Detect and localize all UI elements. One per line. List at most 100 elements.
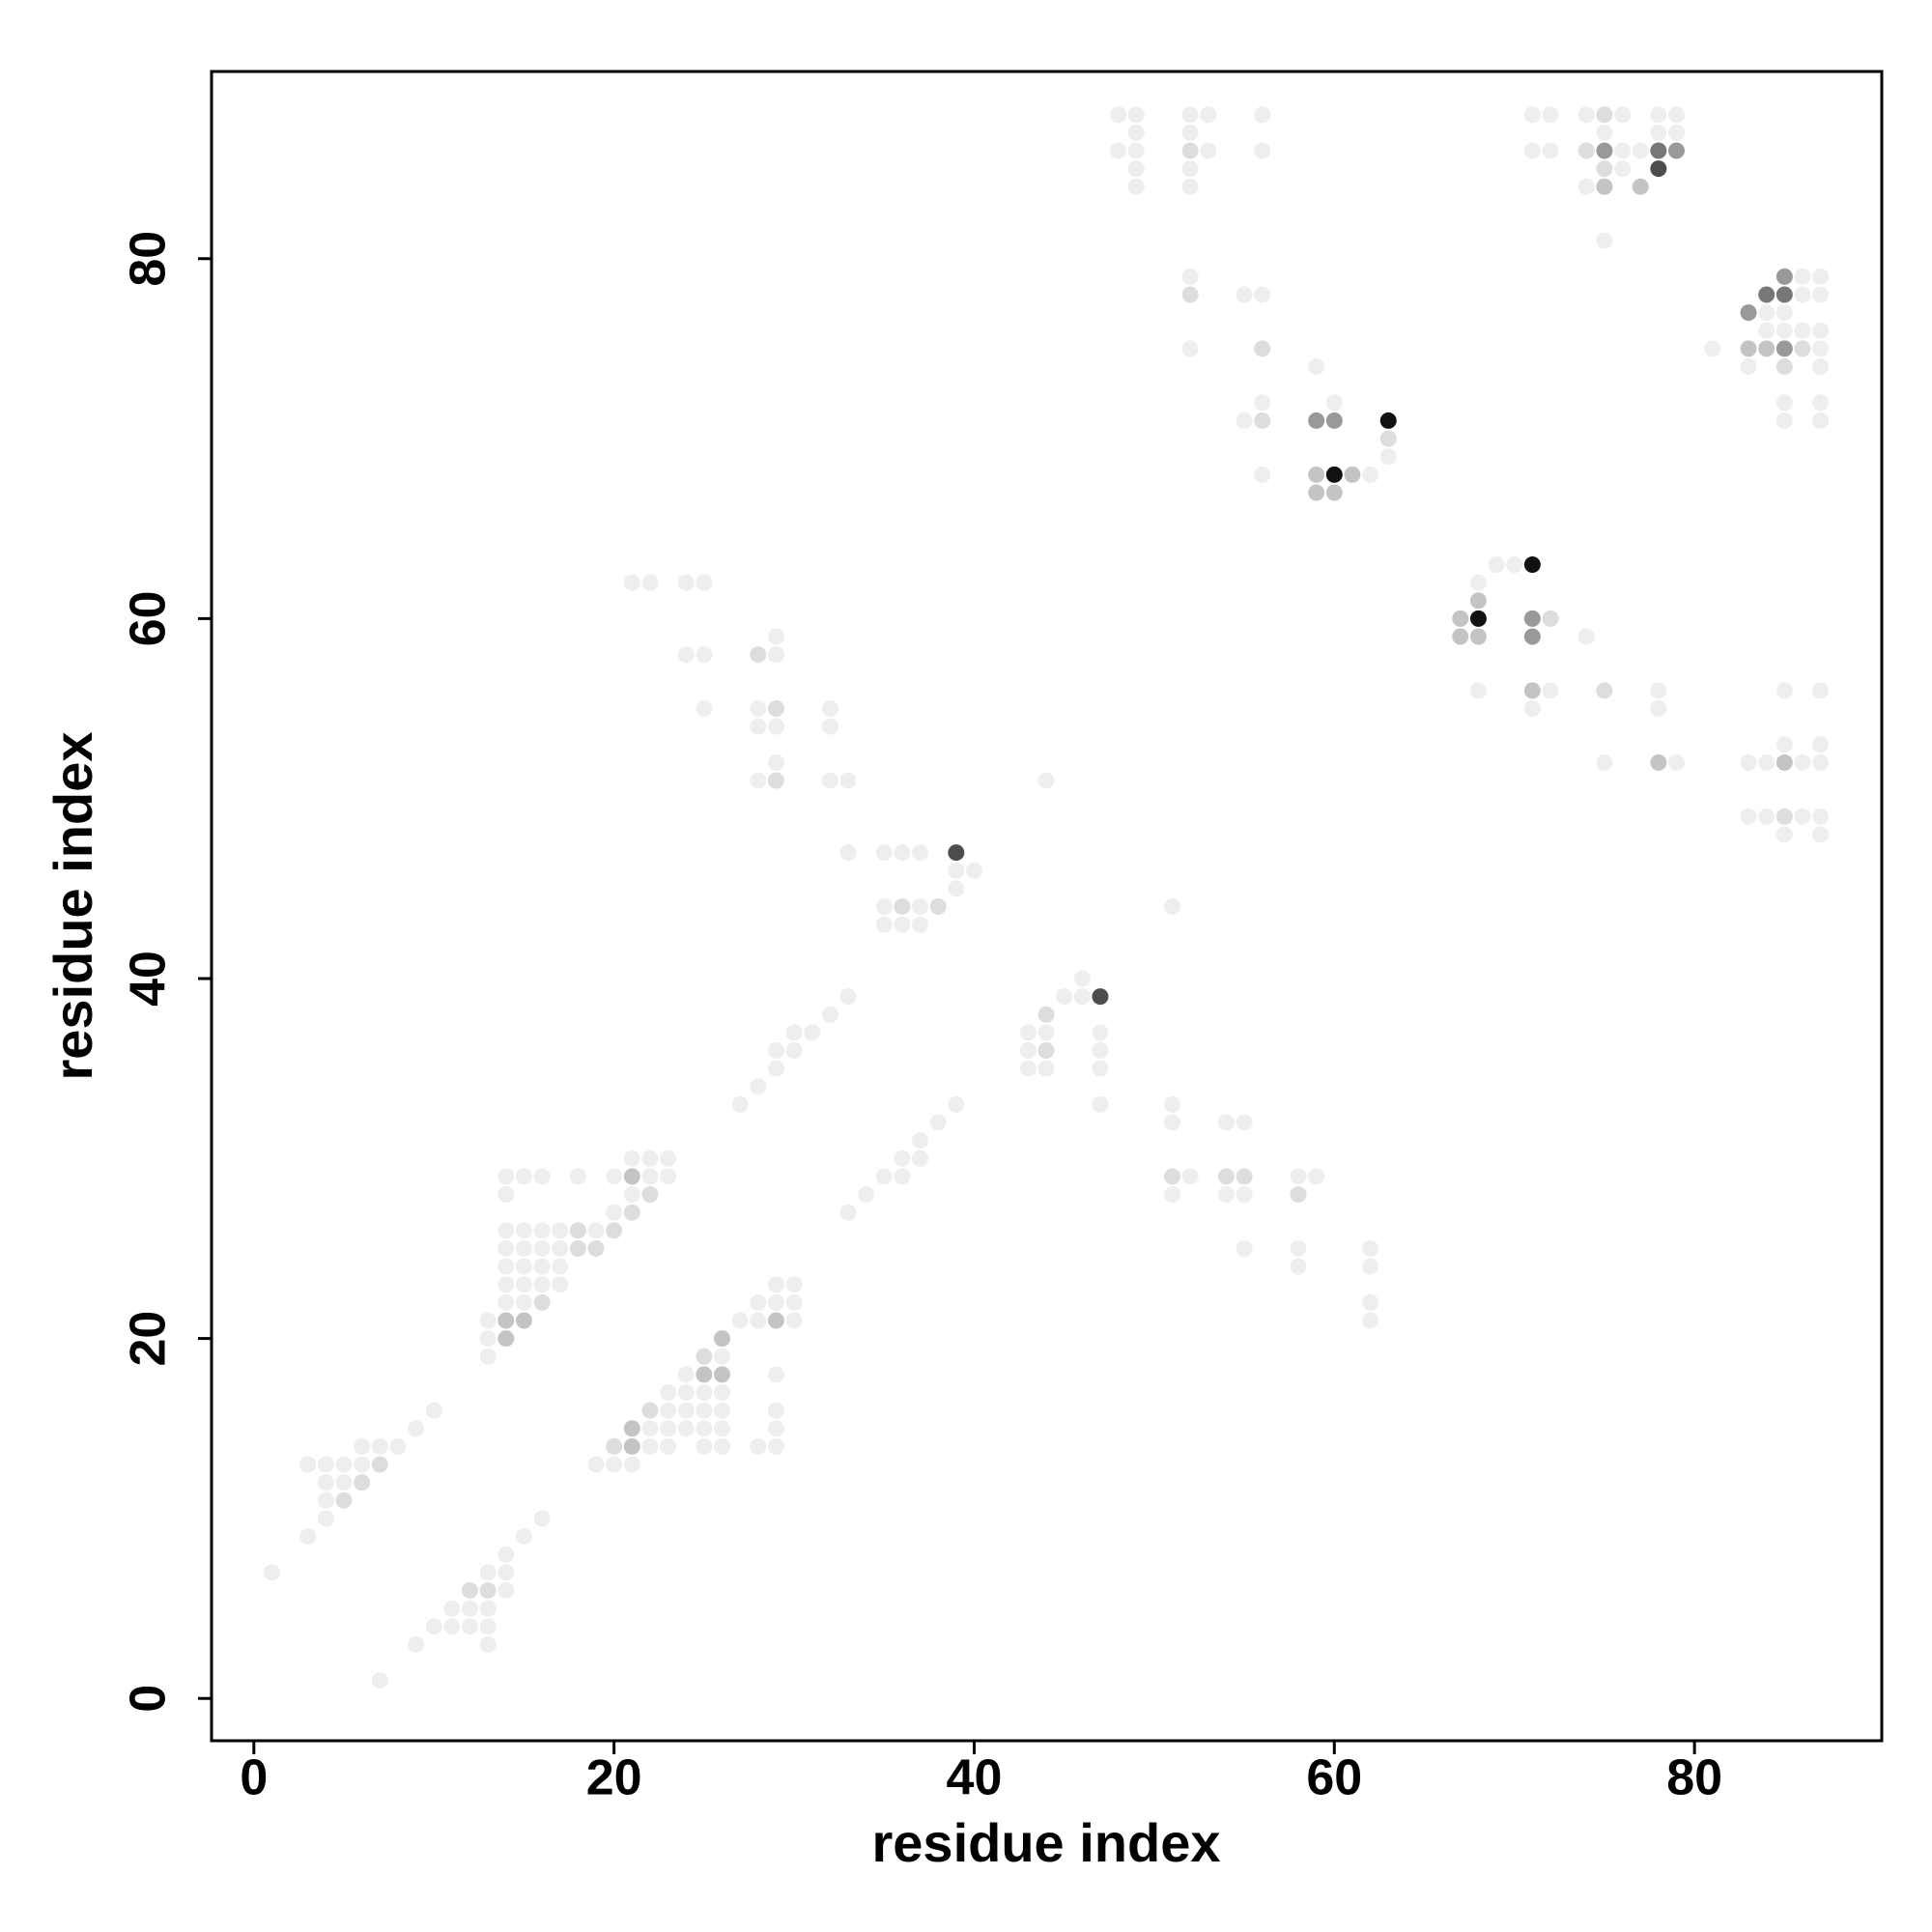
point	[462, 1581, 479, 1599]
point	[696, 574, 713, 591]
x-tick-label: 40	[947, 1750, 1003, 1806]
point	[1758, 808, 1776, 825]
point	[479, 1330, 497, 1348]
point	[1758, 286, 1776, 303]
point	[912, 897, 929, 915]
point	[533, 1510, 551, 1527]
plot-frame	[210, 70, 1884, 1743]
point	[1667, 124, 1685, 141]
point	[767, 646, 784, 664]
point	[1037, 1060, 1055, 1077]
x-tick-label: 0	[240, 1750, 268, 1806]
point	[263, 1564, 280, 1581]
point	[606, 1168, 623, 1185]
point	[1092, 1095, 1109, 1113]
point	[641, 1437, 659, 1455]
point	[1073, 988, 1091, 1006]
point	[1596, 178, 1613, 195]
point	[1308, 484, 1325, 501]
point	[839, 1204, 857, 1221]
point	[1037, 1006, 1055, 1023]
point	[660, 1150, 677, 1167]
point	[515, 1293, 532, 1311]
point	[804, 1024, 821, 1041]
point	[462, 1618, 479, 1635]
point	[1019, 1042, 1037, 1060]
point	[1092, 988, 1109, 1006]
point	[894, 844, 911, 862]
x-axis-title: residue index	[871, 1812, 1220, 1873]
point	[1758, 322, 1776, 339]
point	[1452, 610, 1469, 627]
point	[425, 1402, 442, 1419]
point	[1254, 106, 1271, 124]
point	[785, 1312, 803, 1329]
point	[821, 1006, 838, 1023]
point	[1181, 124, 1199, 141]
point	[1236, 412, 1253, 429]
point	[1596, 682, 1613, 699]
point	[821, 718, 838, 735]
point	[1488, 555, 1505, 573]
point	[1740, 808, 1757, 825]
point	[696, 1402, 713, 1419]
point	[1523, 610, 1541, 627]
point	[317, 1456, 334, 1473]
point	[1523, 700, 1541, 718]
point	[1812, 753, 1830, 771]
point	[1704, 340, 1721, 357]
point	[1523, 628, 1541, 645]
point	[1181, 142, 1199, 159]
y-tick-label: 80	[121, 231, 177, 287]
point	[1110, 142, 1127, 159]
point	[1254, 340, 1271, 357]
point	[1650, 106, 1667, 124]
point	[1308, 466, 1325, 483]
point	[497, 1564, 515, 1581]
point	[1181, 106, 1199, 124]
point	[623, 1420, 640, 1437]
point	[425, 1618, 442, 1635]
point	[750, 700, 767, 718]
point	[497, 1222, 515, 1239]
point	[767, 1042, 784, 1060]
point	[912, 916, 929, 933]
point	[1308, 358, 1325, 376]
point	[497, 1258, 515, 1275]
point	[858, 1186, 875, 1204]
point	[785, 1024, 803, 1041]
point	[299, 1456, 317, 1473]
point	[1325, 412, 1343, 429]
point	[713, 1348, 730, 1365]
point	[948, 862, 965, 879]
point	[1596, 124, 1613, 141]
point	[875, 1168, 893, 1185]
point	[1469, 682, 1487, 699]
point	[1019, 1060, 1037, 1077]
point	[1164, 897, 1181, 915]
point	[1794, 286, 1811, 303]
point	[750, 718, 767, 735]
point	[317, 1510, 334, 1527]
point	[1740, 358, 1757, 376]
point	[1812, 340, 1830, 357]
point	[1523, 555, 1541, 573]
point	[1740, 304, 1757, 322]
point	[767, 1276, 784, 1293]
point	[1577, 142, 1595, 159]
point	[1776, 304, 1793, 322]
point	[1092, 1024, 1109, 1041]
point	[660, 1402, 677, 1419]
point	[1577, 178, 1595, 195]
point	[1542, 142, 1559, 159]
point	[1776, 826, 1793, 843]
point	[606, 1222, 623, 1239]
point	[1776, 322, 1793, 339]
point	[767, 1402, 784, 1419]
y-tick-label: 60	[121, 590, 177, 646]
point	[1812, 286, 1830, 303]
point	[1667, 142, 1685, 159]
y-tick-label: 40	[121, 951, 177, 1007]
point	[767, 700, 784, 718]
point	[1164, 1186, 1181, 1204]
